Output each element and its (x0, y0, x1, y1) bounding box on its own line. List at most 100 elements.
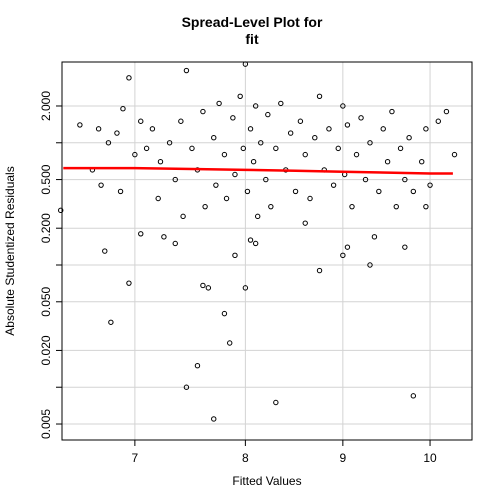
y-tick-label: 0.020 (39, 335, 53, 365)
point (427, 182, 433, 188)
point (221, 310, 228, 317)
point (216, 100, 222, 107)
point (132, 151, 138, 158)
point (265, 111, 271, 118)
point (172, 240, 178, 247)
fit-line (63, 166, 453, 175)
point (232, 171, 238, 178)
point (410, 188, 417, 195)
point (254, 213, 261, 220)
point (302, 151, 308, 158)
point (183, 384, 190, 390)
point (223, 195, 230, 202)
point (202, 203, 208, 210)
point (157, 159, 164, 165)
point (273, 145, 279, 152)
point (161, 234, 167, 240)
point (114, 130, 120, 136)
point (240, 145, 247, 152)
point (242, 61, 249, 67)
point (371, 234, 378, 240)
point (189, 145, 195, 152)
x-tick-label: 9 (340, 451, 347, 465)
point (213, 182, 219, 188)
point (211, 135, 217, 141)
point (326, 126, 332, 132)
point (244, 188, 251, 195)
point (200, 108, 206, 115)
point (205, 285, 212, 291)
plot-frame (61, 61, 473, 441)
point (297, 118, 304, 124)
point (105, 140, 112, 146)
x-tick-label: 8 (242, 451, 249, 465)
point (108, 319, 114, 325)
point (98, 182, 104, 188)
point (258, 140, 264, 146)
point (344, 122, 351, 128)
y-tick-label: 0.005 (39, 409, 53, 439)
point (435, 118, 441, 124)
point (362, 176, 369, 183)
point (278, 100, 284, 107)
point (358, 115, 364, 121)
point (252, 103, 259, 109)
point (389, 108, 395, 115)
point (353, 151, 360, 158)
point (58, 207, 64, 214)
point (419, 159, 425, 165)
x-axis-label: Fitted Values (232, 474, 301, 488)
point (138, 231, 144, 237)
point (250, 159, 257, 165)
point (77, 122, 83, 128)
point (367, 262, 373, 268)
point (95, 126, 102, 132)
point (335, 145, 341, 152)
point (287, 130, 294, 136)
point (423, 203, 429, 210)
point (344, 244, 351, 250)
point (138, 118, 144, 124)
point (423, 126, 429, 132)
point (410, 393, 417, 399)
point (380, 126, 386, 132)
point (302, 220, 308, 226)
y-tick-label: 2.000 (39, 91, 53, 121)
point (268, 203, 274, 210)
point (227, 340, 233, 346)
point (330, 182, 337, 188)
point (252, 240, 259, 247)
x-tick-label: 7 (132, 451, 139, 465)
point (211, 416, 217, 422)
point (183, 67, 190, 74)
point (312, 135, 318, 141)
point (247, 237, 254, 243)
point (402, 176, 408, 183)
point (120, 106, 126, 112)
x-tick-label: 10 (423, 451, 437, 465)
y-axis-label: Absolute Studentized Residuals (3, 166, 17, 335)
point (393, 203, 399, 210)
y-tick-label: 0.500 (39, 164, 53, 194)
point (247, 126, 254, 132)
point (180, 213, 186, 220)
point (376, 188, 382, 195)
point (117, 188, 124, 195)
point (397, 145, 404, 152)
point (126, 280, 132, 286)
point (316, 267, 323, 274)
point (102, 248, 108, 254)
point (232, 252, 238, 259)
point (172, 176, 178, 183)
point (273, 399, 279, 406)
y-tick-label: 0.200 (39, 213, 53, 243)
point (340, 103, 346, 109)
point (237, 93, 243, 100)
point (200, 282, 206, 289)
point (443, 108, 450, 115)
chart-title: Spread-Level Plot for fit (181, 14, 323, 47)
point (149, 126, 156, 132)
point (143, 145, 150, 152)
point (221, 151, 228, 158)
